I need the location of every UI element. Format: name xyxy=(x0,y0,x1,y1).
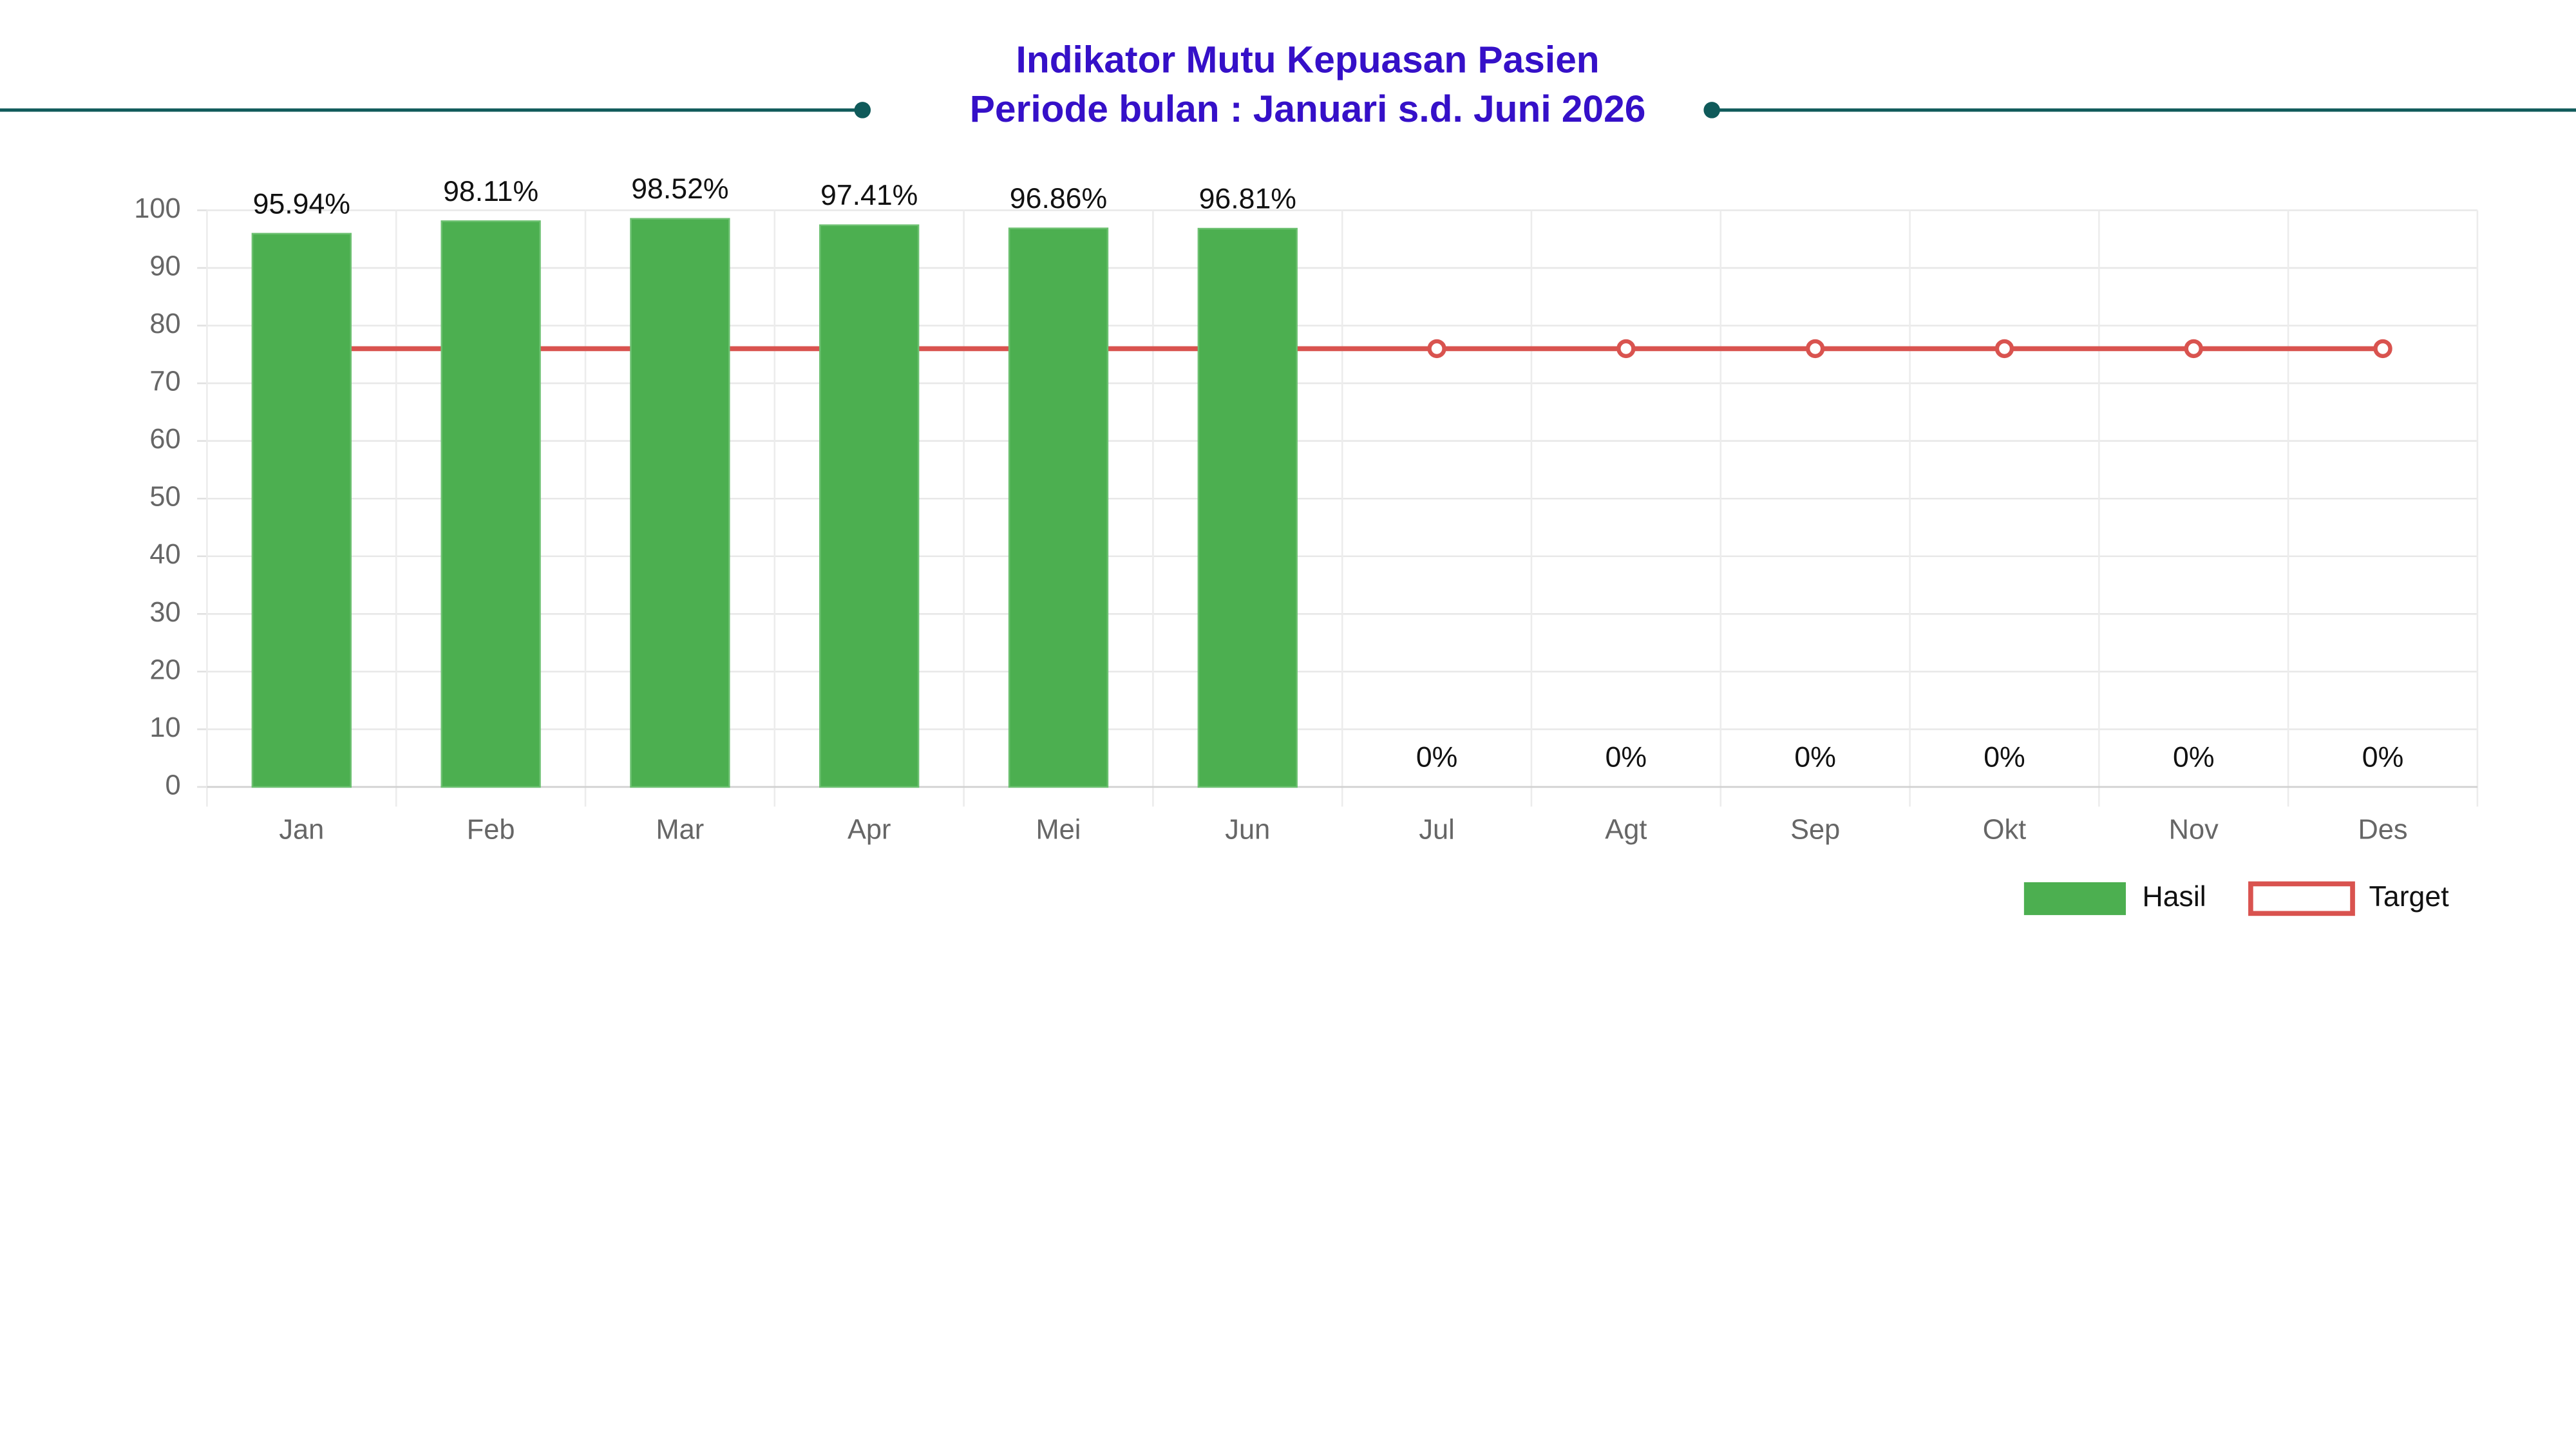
x-tick-label: Mei xyxy=(1036,814,1081,845)
bar xyxy=(1008,227,1109,788)
value-label: 0% xyxy=(1605,741,1647,773)
y-tick-label: 0 xyxy=(165,770,180,800)
value-label: 95.94% xyxy=(253,188,350,220)
x-tick-label: Agt xyxy=(1605,814,1647,845)
y-tick-label: 30 xyxy=(149,597,180,628)
legend-swatch xyxy=(2248,881,2355,916)
target-point xyxy=(2184,339,2203,359)
target-point xyxy=(1427,339,1446,359)
x-tick-label: Jun xyxy=(1225,814,1270,845)
x-tick-label: Des xyxy=(2358,814,2407,845)
title-decoration xyxy=(1703,102,1720,118)
target-point xyxy=(2373,339,2392,359)
x-tick-label: Jan xyxy=(279,814,324,845)
y-tick-label: 70 xyxy=(149,366,180,397)
value-label: 0% xyxy=(2362,741,2404,773)
y-tick-label: 10 xyxy=(149,712,180,743)
value-label: 0% xyxy=(1794,741,1836,773)
target-point xyxy=(1805,339,1825,359)
y-tick-label: 60 xyxy=(149,424,180,455)
y-tick-label: 100 xyxy=(134,193,180,224)
value-label: 0% xyxy=(1416,741,1458,773)
y-tick-label: 80 xyxy=(149,308,180,339)
y-tick-label: 40 xyxy=(149,539,180,570)
bar xyxy=(440,220,541,788)
x-tick-label: Apr xyxy=(848,814,891,845)
legend-label: Hasil xyxy=(2143,881,2206,913)
y-tick-label: 50 xyxy=(149,482,180,513)
value-label: 97.41% xyxy=(820,180,918,211)
bar xyxy=(1197,227,1298,788)
target-point xyxy=(1616,339,1636,359)
x-tick-label: Jul xyxy=(1419,814,1454,845)
y-tick-label: 20 xyxy=(149,654,180,685)
legend-swatch xyxy=(2023,882,2126,915)
value-label: 96.86% xyxy=(1010,183,1107,214)
bar xyxy=(251,232,352,788)
value-label: 0% xyxy=(1984,741,2025,773)
chart-subtitle: Periode bulan : Januari s.d. Juni 2026 xyxy=(970,88,1646,130)
y-tick-label: 90 xyxy=(149,251,180,282)
value-label: 0% xyxy=(2173,741,2215,773)
target-point xyxy=(1994,339,2014,359)
x-tick-label: Mar xyxy=(656,814,705,845)
x-tick-label: Nov xyxy=(2169,814,2219,845)
chart-title: Indikator Mutu Kepuasan Pasien xyxy=(1016,39,1600,80)
legend-label: Target xyxy=(2369,881,2450,913)
x-tick-label: Sep xyxy=(1790,814,1840,845)
x-tick-label: Feb xyxy=(467,814,515,845)
value-label: 98.52% xyxy=(631,173,728,205)
x-tick-label: Okt xyxy=(1983,814,2026,845)
title-decoration xyxy=(854,102,871,118)
bar xyxy=(819,224,920,788)
value-label: 98.11% xyxy=(443,176,538,207)
value-label: 96.81% xyxy=(1199,184,1296,215)
bar xyxy=(630,218,730,788)
